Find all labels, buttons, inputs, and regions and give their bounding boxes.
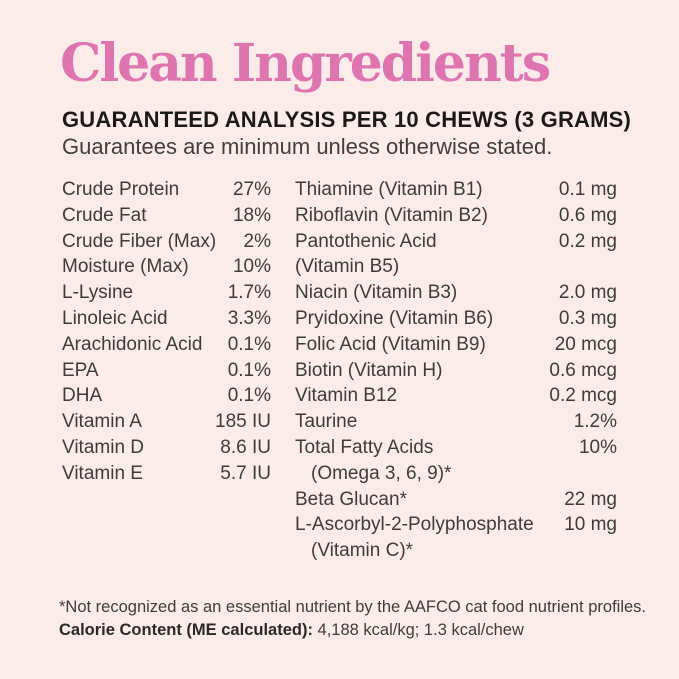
nutrient-row: Thiamine (Vitamin B1) 0.1 mg <box>295 177 617 203</box>
nutrient-label: Riboflavin (Vitamin B2) <box>295 204 488 226</box>
nutrient-row: Pryidoxine (Vitamin B6) 0.3 mg <box>295 306 617 332</box>
nutrient-value: 8.6 IU <box>220 436 271 458</box>
nutrient-value: 0.6 mcg <box>549 359 617 381</box>
nutrient-label: Beta Glucan* <box>295 488 407 510</box>
nutrient-value: 0.2 mg <box>558 230 617 252</box>
guaranteed-analysis-heading: GUARANTEED ANALYSIS PER 10 CHEWS (3 GRAM… <box>62 107 632 132</box>
nutrient-value: 0.2 mcg <box>549 385 617 407</box>
nutrient-row: L-Ascorbyl-2-Polyphosphate 10 mg <box>295 512 617 538</box>
analysis-right-column: Thiamine (Vitamin B1) 0.1 mg Riboflavin (… <box>295 177 617 564</box>
calorie-content-value: 4,188 kcal/kg; 1.3 kcal/chew <box>312 621 524 639</box>
nutrient-label: Biotin (Vitamin H) <box>295 359 443 381</box>
nutrient-row: Vitamin E 5.7 IU <box>62 461 271 487</box>
nutrient-value: 0.1% <box>227 385 271 407</box>
nutrient-row: DHA 0.1% <box>62 383 271 409</box>
nutrient-label: Vitamin A <box>62 411 142 433</box>
nutrient-value: 5.7 IU <box>220 462 271 484</box>
nutrient-label: Folic Acid (Vitamin B9) <box>295 333 486 355</box>
nutrient-value: 20 mcg <box>554 333 617 355</box>
nutrient-value: 0.1 mg <box>558 179 617 200</box>
nutrient-label: (Vitamin B5) <box>295 256 400 278</box>
nutrient-row: Crude Protein 27% <box>62 177 271 203</box>
nutrient-row: Arachidonic Acid 0.1% <box>62 332 271 358</box>
nutrient-label: Vitamin E <box>62 462 143 484</box>
nutrient-row: Niacin (Vitamin B3) 2.0 mg <box>295 280 617 306</box>
nutrient-row: Total Fatty Acids 10% <box>295 435 617 461</box>
calorie-content-label: Calorie Content (ME calculated): <box>59 621 313 639</box>
nutrient-label: L-Lysine <box>62 282 134 304</box>
nutrient-label: Crude Fiber (Max) <box>62 230 217 252</box>
guarantee-subheading: Guarantees are minimum unless otherwise … <box>62 134 553 159</box>
nutrient-row: Moisture (Max) 10% <box>62 254 271 280</box>
nutrient-label: Pryidoxine (Vitamin B6) <box>295 307 494 329</box>
nutrient-label: Vitamin B12 <box>295 385 398 407</box>
nutrient-value: 1.7% <box>227 282 271 304</box>
nutrient-value: 0.3 mg <box>558 307 617 329</box>
nutrient-value: 0.6 mg <box>558 204 617 226</box>
nutrient-value: 1.2% <box>573 411 617 433</box>
nutrient-row: Pantothenic Acid 0.2 mg <box>295 229 617 255</box>
nutrient-row: Beta Glucan* 22 mg <box>295 487 617 513</box>
nutrient-label: Total Fatty Acids <box>295 436 434 458</box>
nutrient-label: Pantothenic Acid <box>295 230 437 252</box>
nutrient-row-continuation: (Vitamin C)* <box>295 538 617 564</box>
nutrient-row: Crude Fiber (Max) 2% <box>62 229 271 255</box>
nutrient-label: Crude Protein <box>62 179 180 200</box>
nutrient-label: L-Ascorbyl-2-Polyphosphate <box>295 514 534 536</box>
nutrient-label: DHA <box>62 385 103 407</box>
nutrient-value: 22 mg <box>564 488 617 510</box>
nutrient-value: 27% <box>232 179 271 200</box>
nutrient-row: Folic Acid (Vitamin B9) 20 mcg <box>295 332 617 358</box>
nutrient-label: Niacin (Vitamin B3) <box>295 282 458 304</box>
nutrient-value: 2% <box>243 230 271 252</box>
nutrient-label: (Omega 3, 6, 9)* <box>311 462 452 484</box>
nutrient-row: Taurine 1.2% <box>295 409 617 435</box>
nutrient-value: 10% <box>578 436 617 458</box>
nutrient-row-continuation: (Vitamin B5) <box>295 254 617 280</box>
nutrient-label: Vitamin D <box>62 436 145 458</box>
nutrient-row: Riboflavin (Vitamin B2) 0.6 mg <box>295 203 617 229</box>
nutrient-value: 10 mg <box>564 514 617 536</box>
nutrient-value: 185 IU <box>215 411 271 433</box>
nutrient-label: Crude Fat <box>62 204 147 226</box>
nutrient-row: EPA 0.1% <box>62 358 271 384</box>
nutrient-label: EPA <box>62 359 99 381</box>
nutrient-row: Vitamin D 8.6 IU <box>62 435 271 461</box>
nutrient-label: Thiamine (Vitamin B1) <box>295 179 483 200</box>
nutrient-row-continuation: (Omega 3, 6, 9)* <box>295 461 617 487</box>
nutrient-label: Taurine <box>295 411 358 433</box>
nutrient-value: 3.3% <box>227 307 271 329</box>
page-title: Clean Ingredients <box>60 33 551 94</box>
nutrient-value: 10% <box>232 256 271 278</box>
nutrient-row: Biotin (Vitamin H) 0.6 mcg <box>295 358 617 384</box>
aafco-footnote: *Not recognized as an essential nutrient… <box>59 598 646 616</box>
calorie-content-line: Calorie Content (ME calculated): 4,188 k… <box>59 621 524 640</box>
nutrient-row: Vitamin A 185 IU <box>62 409 271 435</box>
nutrient-row: Crude Fat 18% <box>62 203 271 229</box>
nutrient-row: Linoleic Acid 3.3% <box>62 306 271 332</box>
nutrient-value: 2.0 mg <box>558 282 617 304</box>
analysis-left-column: Crude Protein 27% Crude Fat 18% Crude Fibe… <box>62 177 271 487</box>
nutrient-value: 0.1% <box>227 359 271 381</box>
nutrient-value: 18% <box>232 204 271 226</box>
nutrient-label: (Vitamin C)* <box>311 540 414 562</box>
nutrient-row: L-Lysine 1.7% <box>62 280 271 306</box>
nutrient-label: Arachidonic Acid <box>62 333 203 355</box>
nutrient-label: Moisture (Max) <box>62 256 189 278</box>
nutrient-value: 0.1% <box>227 333 271 355</box>
nutrient-label: Linoleic Acid <box>62 307 168 329</box>
nutrient-row: Vitamin B12 0.2 mcg <box>295 383 617 409</box>
